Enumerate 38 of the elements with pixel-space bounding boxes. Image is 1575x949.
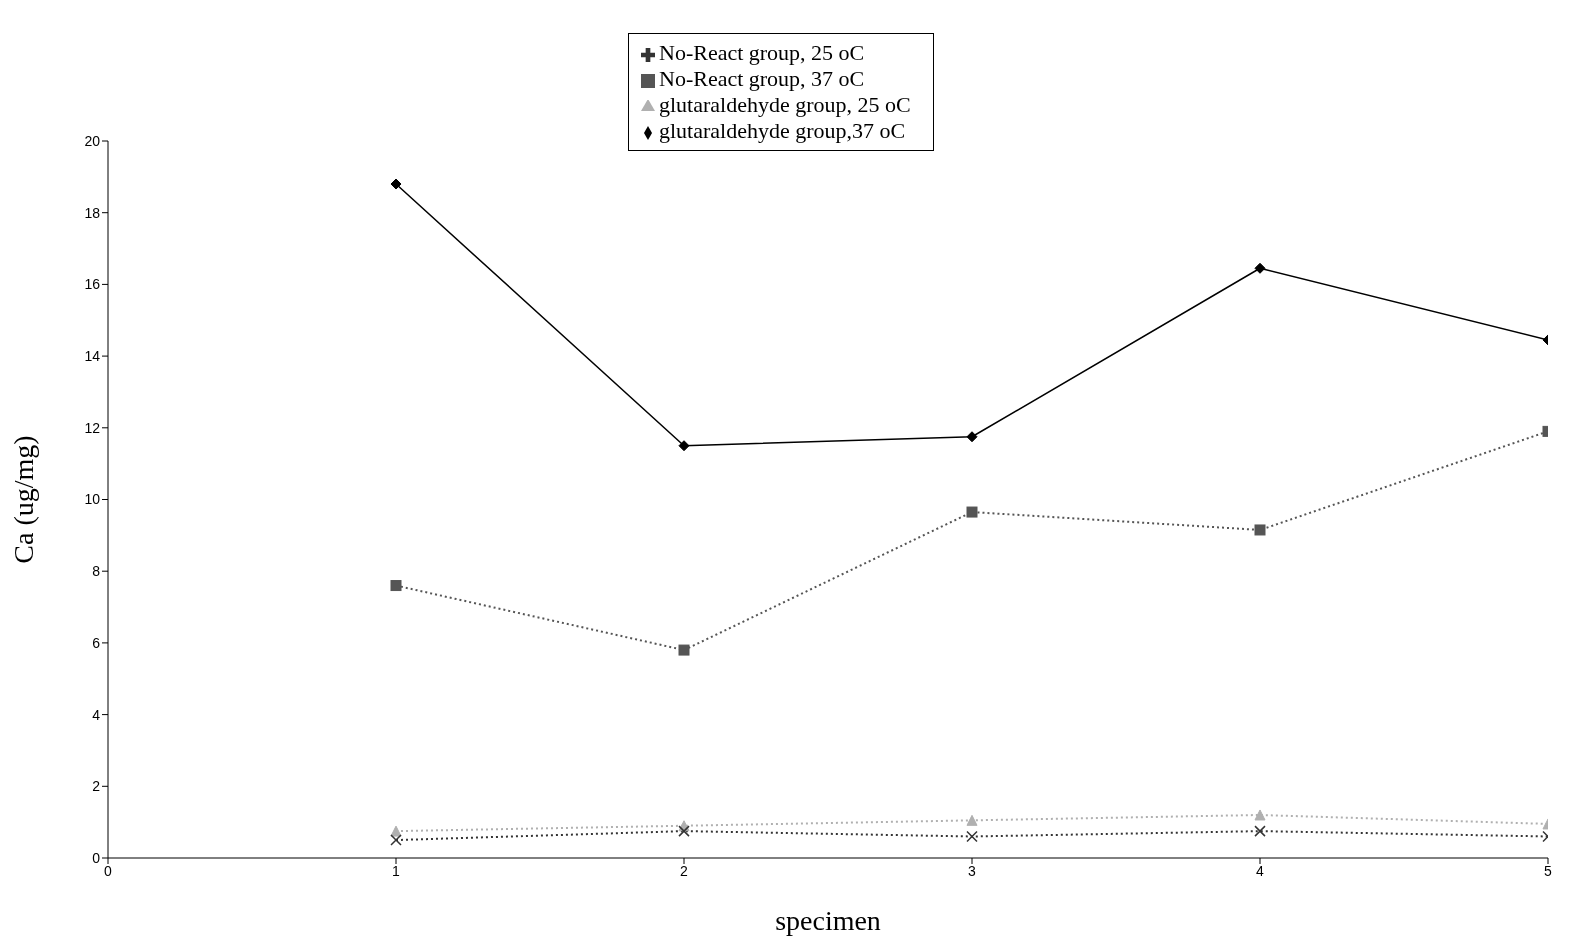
point bbox=[966, 506, 978, 518]
point bbox=[678, 644, 690, 656]
legend-label: glutaraldehyde group,37 oC bbox=[659, 118, 906, 143]
legend-label: glutaraldehyde group, 25 oC bbox=[659, 92, 911, 117]
y-tick-label: 0 bbox=[92, 849, 101, 866]
point bbox=[1254, 262, 1266, 274]
point bbox=[966, 814, 978, 826]
x-tick-label: 1 bbox=[392, 862, 401, 879]
y-tick-label: 12 bbox=[84, 419, 101, 436]
legend-label: No-React group, 37 oC bbox=[659, 66, 865, 91]
point bbox=[678, 825, 690, 837]
x-tick-label: 2 bbox=[680, 862, 689, 879]
point bbox=[390, 178, 402, 190]
y-tick-label: 20 bbox=[84, 132, 101, 149]
x-tick-label: 3 bbox=[968, 862, 977, 879]
point bbox=[966, 431, 978, 443]
x-tick-label: 4 bbox=[1256, 862, 1265, 879]
legend-label: No-React group, 25 oC bbox=[659, 40, 865, 65]
point bbox=[1254, 809, 1266, 821]
point bbox=[390, 834, 402, 846]
x-tick-label: 0 bbox=[104, 862, 113, 879]
y-axis-title: Ca (ug/mg) bbox=[7, 435, 39, 564]
y-tick-label: 4 bbox=[92, 706, 101, 723]
y-tick-label: 14 bbox=[84, 348, 101, 365]
y-tick-label: 18 bbox=[84, 204, 101, 221]
point bbox=[966, 830, 978, 843]
x-tick-label: 5 bbox=[1544, 862, 1553, 879]
point bbox=[1254, 825, 1266, 837]
y-tick-label: 6 bbox=[92, 634, 101, 651]
y-tick-label: 10 bbox=[84, 491, 101, 508]
y-tick-label: 2 bbox=[92, 778, 101, 795]
point bbox=[678, 440, 690, 452]
point bbox=[390, 825, 402, 837]
y-tick-label: 8 bbox=[92, 563, 101, 580]
point bbox=[390, 580, 402, 592]
y-tick-label: 16 bbox=[84, 276, 101, 293]
x-axis-title: specimen bbox=[775, 905, 881, 936]
point bbox=[1254, 524, 1266, 536]
